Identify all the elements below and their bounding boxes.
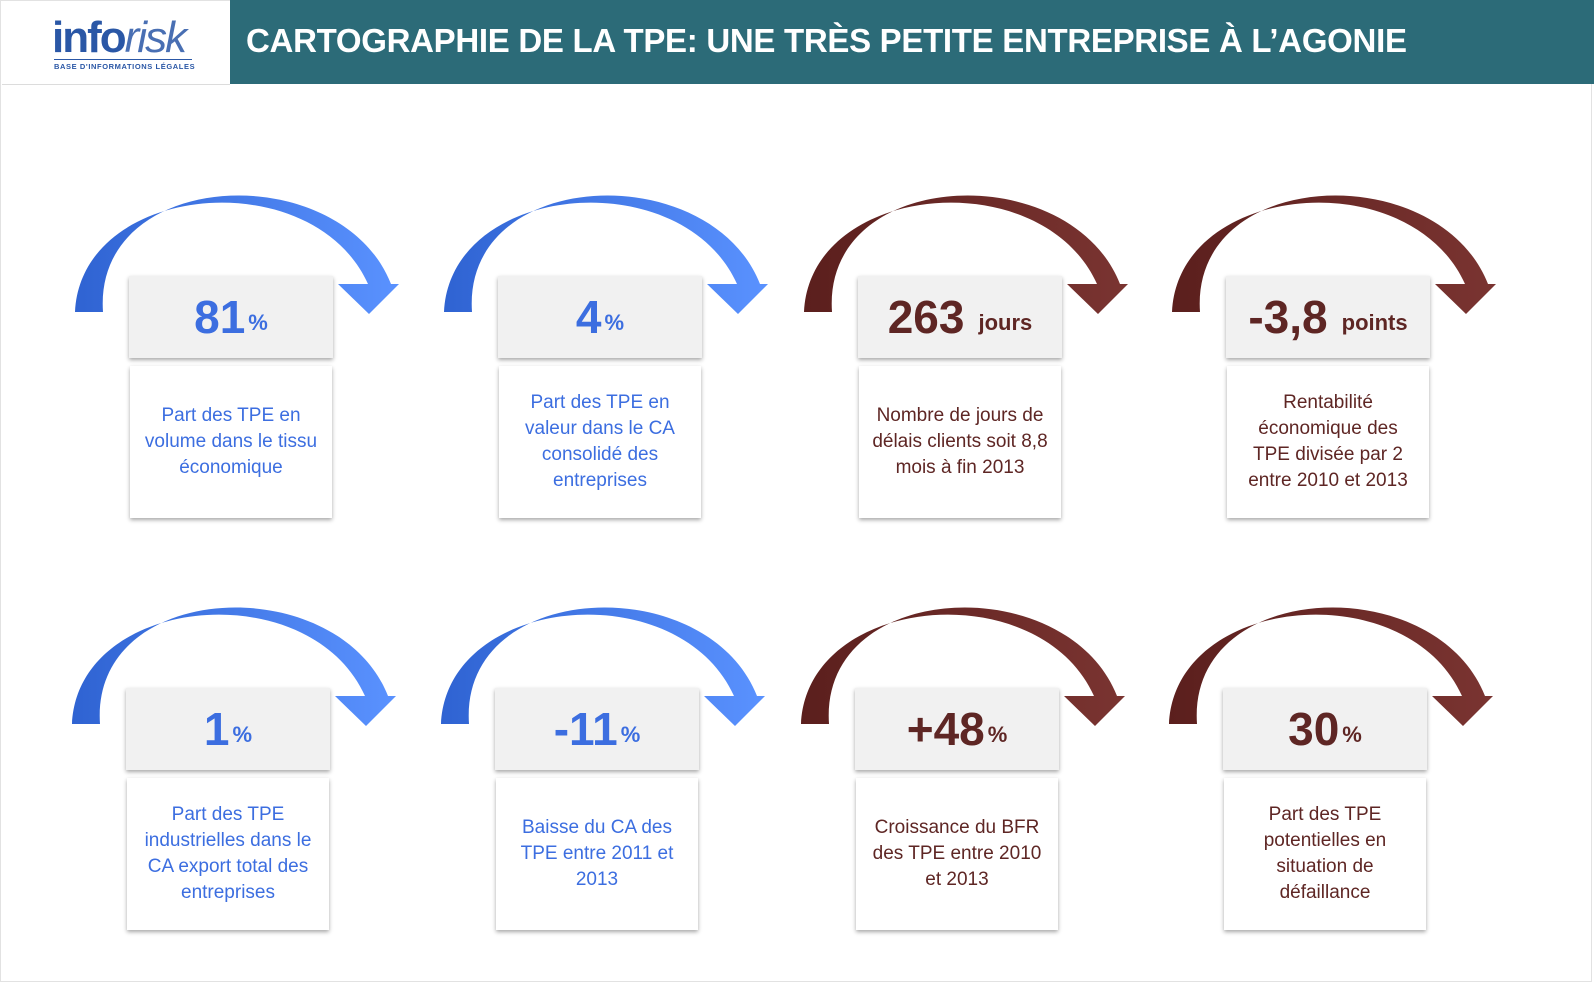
logo-tagline: BASE D'INFORMATIONS LÉGALES	[54, 62, 196, 71]
stat-card-5: 1% Part des TPE industrielles dans le CA…	[70, 604, 470, 964]
stat-description: Rentabilité économique des TPE divisée p…	[1227, 366, 1429, 518]
stat-unit: %	[604, 310, 625, 335]
logo: inforisk BASE D'INFORMATIONS LÉGALES	[2, 2, 230, 85]
logo-wordmark: inforisk	[52, 10, 187, 66]
stat-description-text: Part des TPE en volume dans le tissu éco…	[144, 405, 318, 478]
stat-number: 263	[887, 291, 965, 343]
stat-card-7: +48% Croissance du BFR des TPE entre 201…	[799, 604, 1199, 964]
stat-number: 81	[194, 291, 246, 343]
stat-card-6: -11% Baisse du CA des TPE entre 2011 et …	[439, 604, 839, 964]
stat-description-text: Part des TPE potentielles en situation d…	[1263, 804, 1387, 903]
stat-description-text: Rentabilité économique des TPE divisée p…	[1248, 392, 1408, 491]
logo-divider	[54, 59, 192, 60]
stat-unit: %	[620, 722, 641, 747]
curved-arrow-icon	[444, 195, 768, 314]
stat-description: Part des TPE potentielles en situation d…	[1224, 778, 1426, 930]
stat-number: 30	[1288, 703, 1340, 755]
curved-arrow-icon	[801, 607, 1125, 726]
curved-arrow-icon	[1172, 195, 1496, 314]
stat-value: 4%	[498, 276, 702, 358]
stat-unit: %	[1342, 722, 1362, 747]
stat-description-text: Croissance du BFR des TPE entre 2010 et …	[872, 817, 1042, 890]
stat-card-8: 30% Part des TPE potentielles en situati…	[1167, 604, 1567, 964]
stat-card-1: 81% Part des TPE en volume dans le tissu…	[73, 192, 473, 552]
stat-description: Part des TPE en volume dans le tissu éco…	[130, 366, 332, 518]
stat-value: 1%	[126, 688, 330, 770]
stat-card-4: -3,8 points Rentabilité économique des TP…	[1170, 192, 1570, 552]
curved-arrow-icon	[1169, 607, 1493, 726]
stat-card-2: 4% Part des TPE en valeur dans le CA con…	[442, 192, 842, 552]
stat-description: Part des TPE industrielles dans le CA ex…	[127, 778, 329, 930]
stat-number: -3,8	[1248, 291, 1328, 343]
stat-value: 263 jours	[858, 276, 1062, 358]
stat-description-text: Part des TPE en valeur dans le CA consol…	[525, 392, 675, 491]
stat-description-text: Nombre de jours de délais clients soit 8…	[872, 405, 1048, 478]
stat-description-text: Baisse du CA des TPE entre 2011 et 2013	[520, 817, 674, 890]
stat-unit: %	[248, 310, 268, 335]
stat-value: -11%	[495, 688, 699, 770]
curved-arrow-icon	[72, 607, 396, 726]
stat-number: 1	[203, 703, 230, 755]
logo-info-text: info	[52, 13, 127, 62]
stat-unit: %	[987, 722, 1008, 747]
curved-arrow-icon	[441, 607, 765, 726]
stat-description-text: Part des TPE industrielles dans le CA ex…	[144, 804, 312, 903]
stat-value: +48%	[855, 688, 1059, 770]
stat-number: -11	[553, 703, 618, 755]
stat-description: Baisse du CA des TPE entre 2011 et 2013	[496, 778, 698, 930]
stat-number: 4	[575, 291, 602, 343]
stat-unit: jours	[978, 310, 1033, 335]
stat-description: Nombre de jours de délais clients soit 8…	[859, 366, 1061, 518]
curved-arrow-icon	[804, 195, 1128, 314]
header-bar: CARTOGRAPHIE DE LA TPE: UNE TRÈS PETITE …	[230, 0, 1594, 84]
stat-value: 81%	[129, 276, 333, 358]
stat-value: -3,8 points	[1226, 276, 1430, 358]
logo-risk-text: risk	[124, 13, 187, 62]
stat-number: +48	[906, 703, 985, 755]
stat-unit: points	[1341, 310, 1408, 335]
stat-value: 30%	[1223, 688, 1427, 770]
stat-description: Part des TPE en valeur dans le CA consol…	[499, 366, 701, 518]
stat-unit: %	[232, 722, 253, 747]
page-title: CARTOGRAPHIE DE LA TPE: UNE TRÈS PETITE …	[246, 22, 1407, 59]
curved-arrow-icon	[75, 195, 399, 314]
stat-card-3: 263 jours Nombre de jours de délais clien…	[802, 192, 1202, 552]
stat-description: Croissance du BFR des TPE entre 2010 et …	[856, 778, 1058, 930]
